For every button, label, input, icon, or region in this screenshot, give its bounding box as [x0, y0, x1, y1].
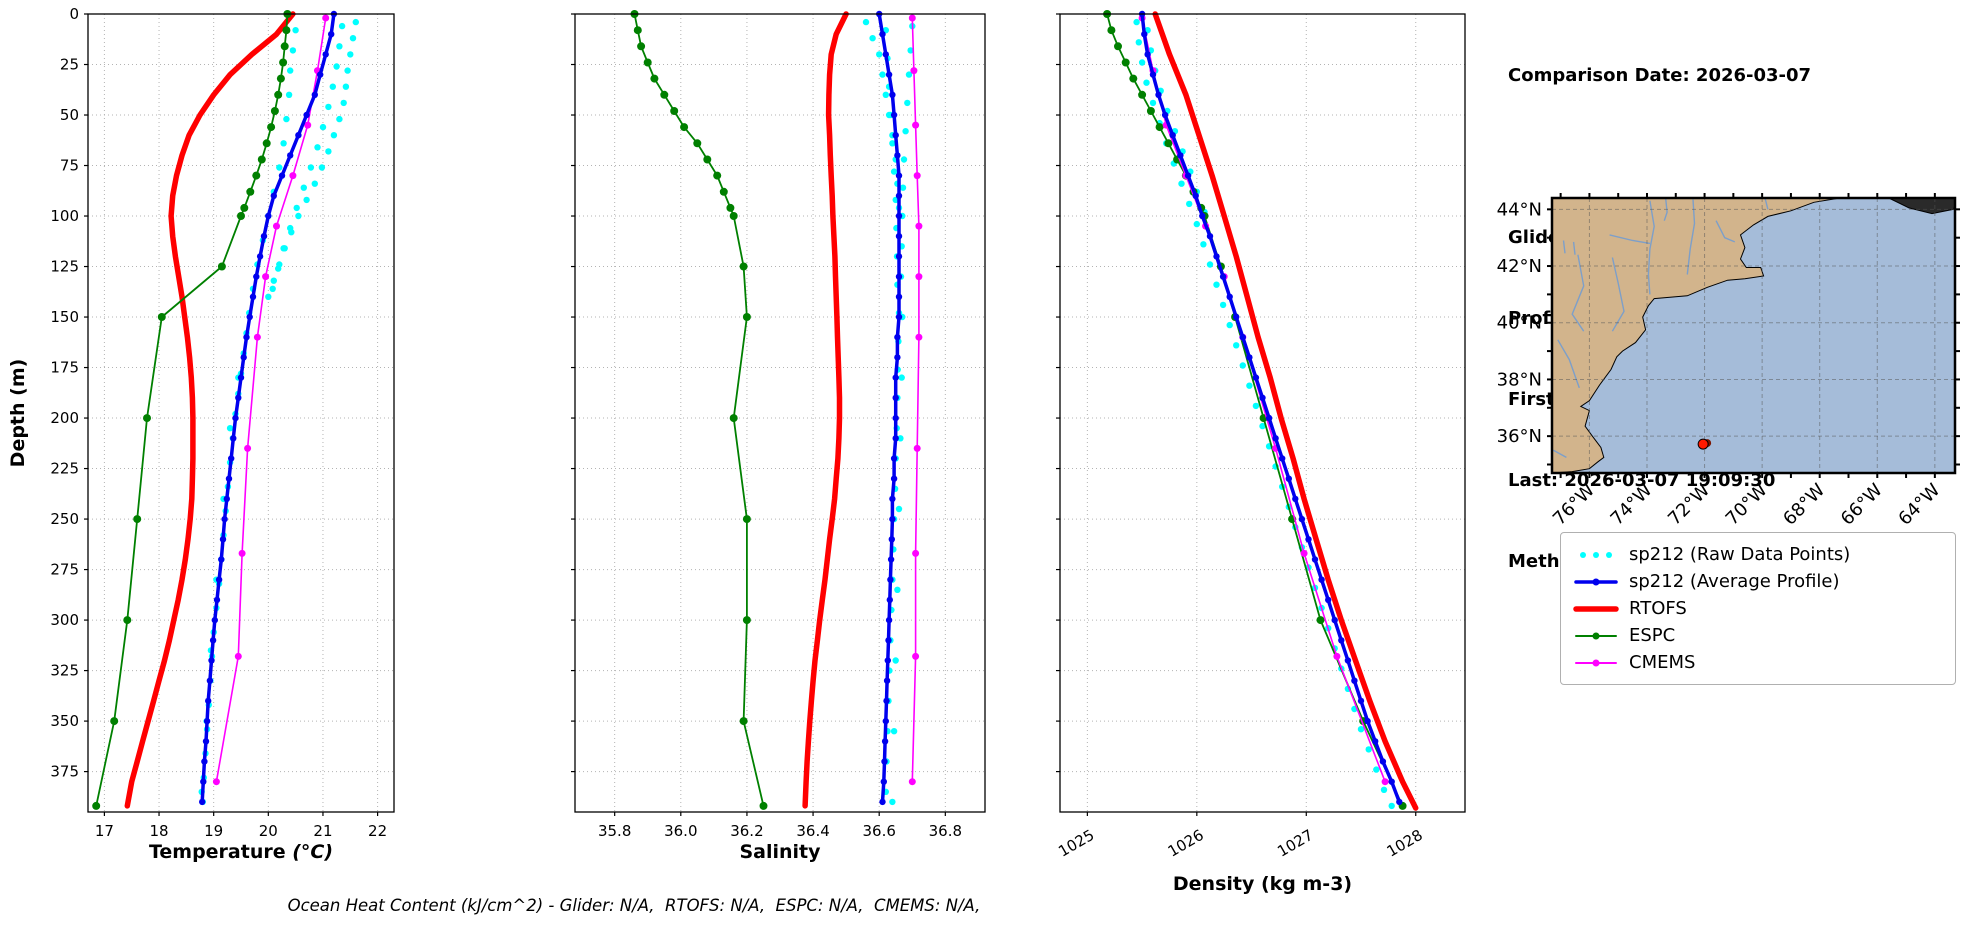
location-map: 44°N 42°N 40°N 38°N 36°N 76°W 74°W 72°W 70°W 68°W… [1497, 193, 1960, 530]
svg-text:375: 375 [50, 763, 79, 781]
svg-text:175: 175 [50, 359, 79, 377]
chart-legend: sp212 (Raw Data Points) sp212 (Average Pr… [1560, 532, 1956, 685]
svg-text:225: 225 [50, 460, 79, 478]
svg-text:0: 0 [69, 5, 79, 23]
svg-text:38°N: 38°N [1497, 369, 1542, 390]
svg-text:1028: 1028 [1384, 826, 1426, 861]
legend-symbol [1575, 632, 1617, 639]
svg-text:275: 275 [50, 561, 79, 579]
temperature-profile-chart: 17 18 19 20 21 22 0 25 50 75 100 125 150 175 200 225 250… [7, 5, 395, 863]
legend-label: ESPC [1629, 625, 1676, 646]
svg-text:35.8: 35.8 [598, 822, 631, 840]
density-profile-chart: 1025 1026 1027 1028 Density (kg m-3) [1055, 10, 1466, 895]
svg-text:19: 19 [204, 822, 223, 840]
legend-symbol [1580, 551, 1612, 558]
legend-item: sp212 (Average Profile) [1573, 568, 1943, 595]
legend-item: ESPC [1573, 622, 1943, 649]
svg-text:36.4: 36.4 [796, 822, 829, 840]
svg-text:36.0: 36.0 [664, 822, 697, 840]
svg-text:250: 250 [50, 510, 79, 528]
svg-text:18: 18 [149, 822, 168, 840]
svg-text:Density (kg m-3): Density (kg m-3) [1173, 873, 1352, 895]
last-profile-time-text: Last: 2026-03-07 19:09:30 [1508, 470, 1776, 491]
svg-text:150: 150 [50, 308, 79, 326]
svg-text:25: 25 [60, 56, 79, 74]
legend-item: RTOFS [1573, 595, 1943, 622]
legend-label: sp212 (Average Profile) [1629, 571, 1840, 592]
svg-text:40°N: 40°N [1497, 313, 1542, 334]
legend-symbol [1574, 578, 1618, 585]
svg-text:64°W: 64°W [1894, 480, 1944, 530]
legend-symbol [1575, 659, 1617, 666]
svg-text:1026: 1026 [1165, 826, 1207, 861]
svg-text:Temperature (°C): Temperature (°C) [149, 841, 333, 863]
svg-text:66°W: 66°W [1837, 480, 1887, 530]
salinity-profile-chart: 35.8 36.0 36.2 36.4 36.6 36.8 Salinity [571, 10, 986, 863]
svg-text:Salinity: Salinity [739, 841, 821, 863]
svg-text:36°N: 36°N [1497, 426, 1542, 447]
svg-text:21: 21 [313, 822, 332, 840]
svg-text:100: 100 [50, 207, 79, 225]
svg-text:68°W: 68°W [1779, 480, 1829, 530]
svg-text:1027: 1027 [1274, 826, 1316, 861]
svg-text:200: 200 [50, 409, 79, 427]
svg-text:75: 75 [60, 157, 79, 175]
legend-symbol [1573, 605, 1619, 612]
info-spacer [1508, 143, 1811, 170]
svg-text:300: 300 [50, 611, 79, 629]
legend-label: CMEMS [1629, 652, 1696, 673]
svg-text:350: 350 [50, 712, 79, 730]
svg-text:72°W: 72°W [1664, 480, 1714, 530]
svg-text:22: 22 [368, 822, 387, 840]
svg-text:74°W: 74°W [1607, 480, 1657, 530]
comparison-date-text: Comparison Date: 2026-03-07 [1508, 65, 1812, 86]
legend-label: RTOFS [1629, 598, 1687, 619]
svg-text:76°W: 76°W [1549, 480, 1599, 530]
svg-text:17: 17 [95, 822, 114, 840]
svg-text:50: 50 [60, 106, 79, 124]
svg-text:42°N: 42°N [1497, 256, 1542, 277]
svg-text:20: 20 [259, 822, 278, 840]
svg-text:125: 125 [50, 258, 79, 276]
svg-text:36.6: 36.6 [862, 822, 895, 840]
svg-text:36.2: 36.2 [730, 822, 763, 840]
svg-text:44°N: 44°N [1497, 199, 1542, 220]
svg-text:Depth (m): Depth (m) [7, 359, 29, 468]
svg-text:36.8: 36.8 [929, 822, 962, 840]
legend-item: sp212 (Raw Data Points) [1573, 541, 1943, 568]
svg-text:1025: 1025 [1055, 826, 1097, 861]
ocean-heat-content-footer: Ocean Heat Content (kJ/cm^2) - Glider: N… [287, 896, 981, 915]
legend-item: CMEMS [1573, 649, 1943, 676]
svg-text:70°W: 70°W [1722, 480, 1772, 530]
svg-text:325: 325 [50, 662, 79, 680]
legend-label: sp212 (Raw Data Points) [1629, 544, 1851, 565]
glider-location-marker [1697, 438, 1709, 450]
